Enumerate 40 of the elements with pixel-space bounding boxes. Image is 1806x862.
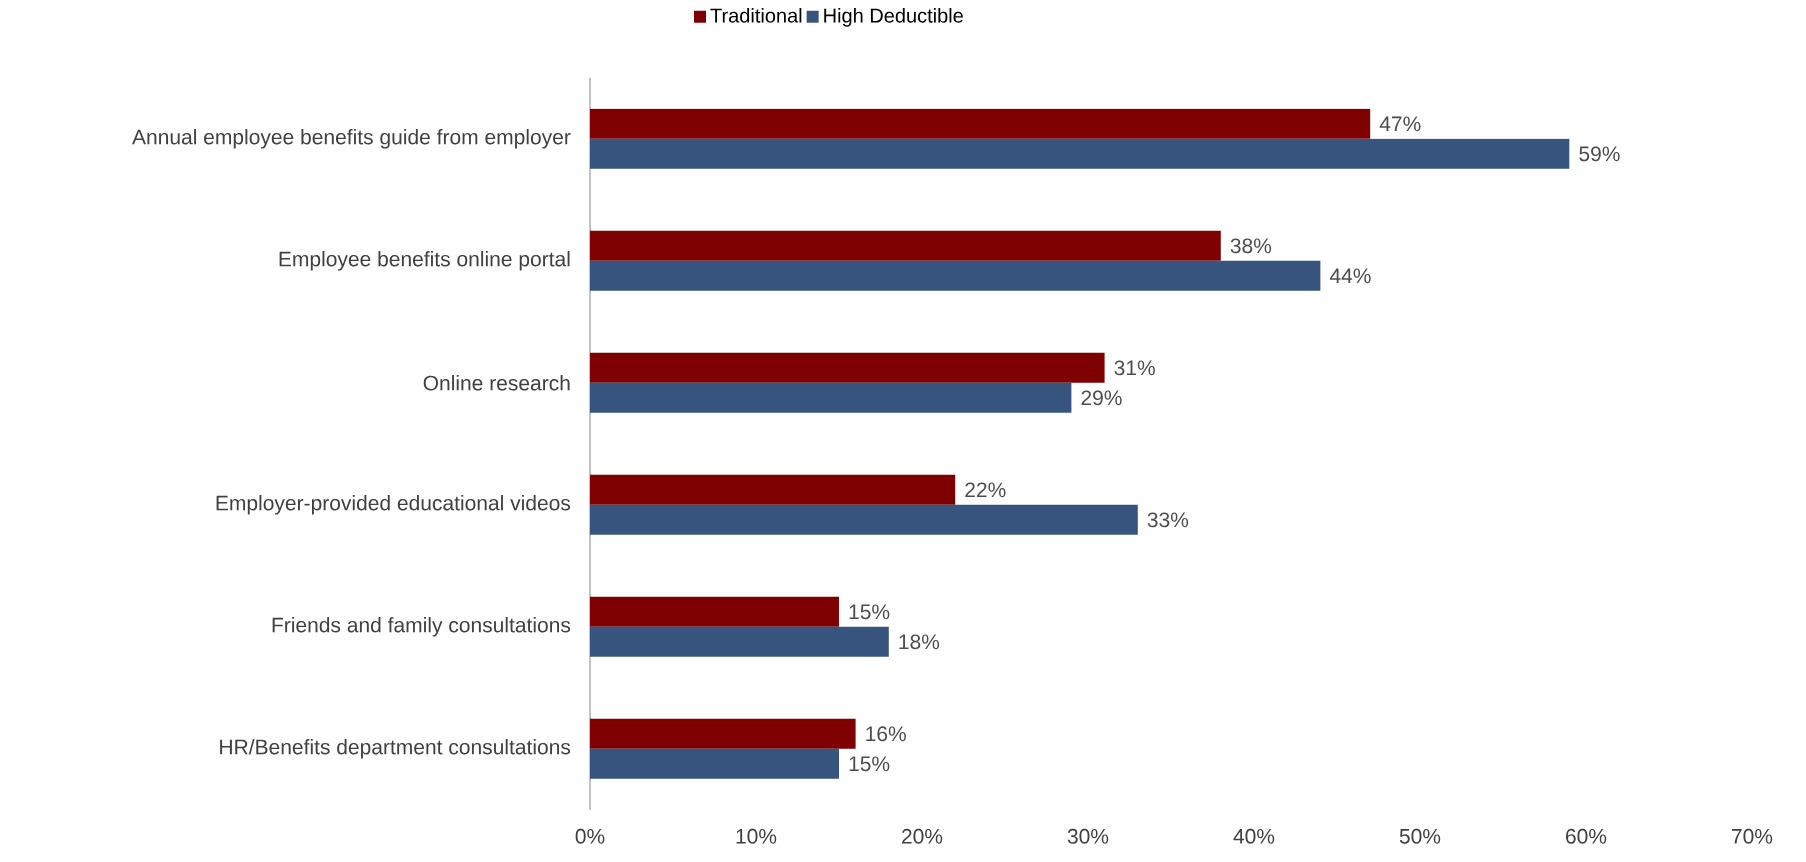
x-tick-label: 10% (736, 828, 777, 844)
x-tick-label: 40% (1233, 828, 1275, 844)
bar (590, 474, 956, 505)
data-label: 16% (866, 726, 906, 742)
bar (590, 108, 1371, 139)
x-tick-label: 20% (902, 828, 943, 844)
y-tick-label: Employer-provided educational videos (216, 495, 571, 515)
bar (590, 504, 1138, 535)
data-label: 15% (849, 756, 890, 772)
bar (590, 138, 1570, 169)
data-label: 44% (1329, 268, 1371, 284)
x-tick-label: 60% (1566, 828, 1607, 844)
bar (590, 718, 856, 749)
data-label: 15% (849, 604, 890, 620)
x-tick-label: 50% (1399, 828, 1441, 844)
y-tick-label: Annual employee benefits guide from employer (132, 129, 571, 149)
data-label: 22% (965, 482, 1006, 498)
y-tick-label: HR/Benefits department consultations (220, 739, 571, 759)
x-tick-label: 30% (1067, 828, 1109, 844)
bar (590, 230, 1221, 261)
data-label: 31% (1114, 360, 1155, 376)
y-tick-label: Online research (423, 375, 570, 391)
data-label: 33% (1147, 512, 1189, 528)
data-label: 59% (1579, 146, 1620, 162)
legend-label: High Deductible (824, 8, 963, 27)
legend-label: Traditional (710, 8, 802, 23)
x-tick-label: 70% (1732, 828, 1773, 844)
x-tick-label: 0% (575, 828, 605, 844)
bar (590, 260, 1321, 291)
bar (590, 382, 1072, 413)
data-label: 18% (899, 634, 940, 650)
y-tick-label: Friends and family consultations (272, 617, 571, 637)
bar (590, 748, 839, 779)
data-label: 29% (1081, 390, 1122, 406)
bar (590, 352, 1105, 383)
bar (590, 596, 839, 627)
data-label: 47% (1379, 116, 1421, 132)
data-label: 38% (1230, 238, 1272, 254)
y-tick-label: Employee benefits online portal (279, 251, 570, 271)
bar (590, 626, 889, 657)
